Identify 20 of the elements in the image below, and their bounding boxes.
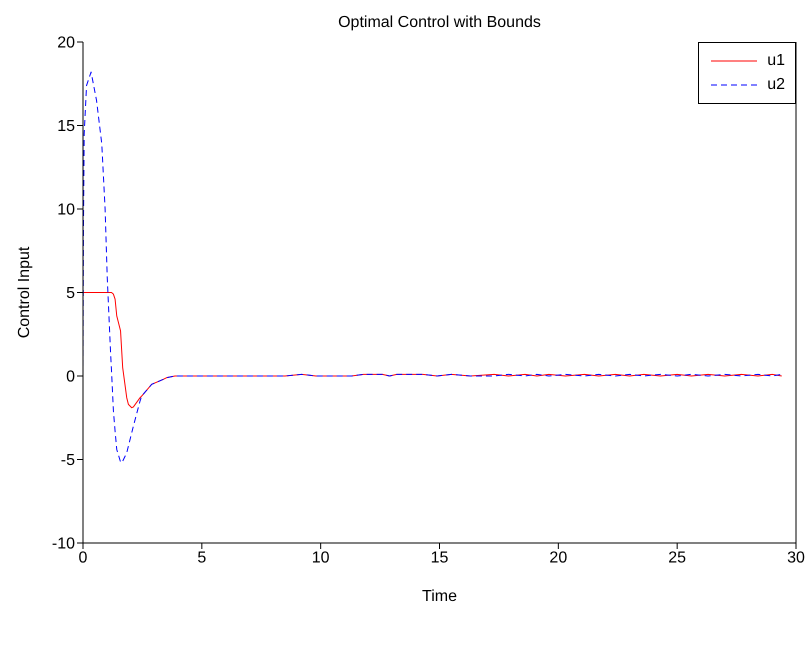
chart-title: Optimal Control with Bounds bbox=[337, 14, 542, 32]
x-tick-label: 10 bbox=[312, 549, 330, 566]
legend-label: u2 bbox=[767, 76, 785, 94]
x-tick-label: 20 bbox=[549, 549, 568, 566]
y-tick-label: -5 bbox=[60, 452, 76, 470]
y-tick-label: -10 bbox=[52, 536, 76, 553]
x-tick-label: 0 bbox=[78, 549, 88, 566]
x-axis-title: Time bbox=[422, 588, 458, 605]
x-tick-label: 30 bbox=[787, 549, 805, 566]
line-series bbox=[83, 72, 782, 464]
y-tick-label: 5 bbox=[66, 285, 76, 302]
x-tick-label: 25 bbox=[668, 549, 686, 566]
y-tick-label: 0 bbox=[66, 368, 76, 386]
x-tick-label: 5 bbox=[197, 549, 206, 566]
y-tick-label: 10 bbox=[57, 202, 76, 219]
y-axis-title: Control Input bbox=[16, 246, 34, 338]
legend-label: u1 bbox=[767, 52, 785, 70]
x-tick-label: 15 bbox=[430, 549, 448, 566]
y-tick-label: 20 bbox=[57, 34, 76, 52]
y-tick-label: 15 bbox=[57, 118, 76, 136]
